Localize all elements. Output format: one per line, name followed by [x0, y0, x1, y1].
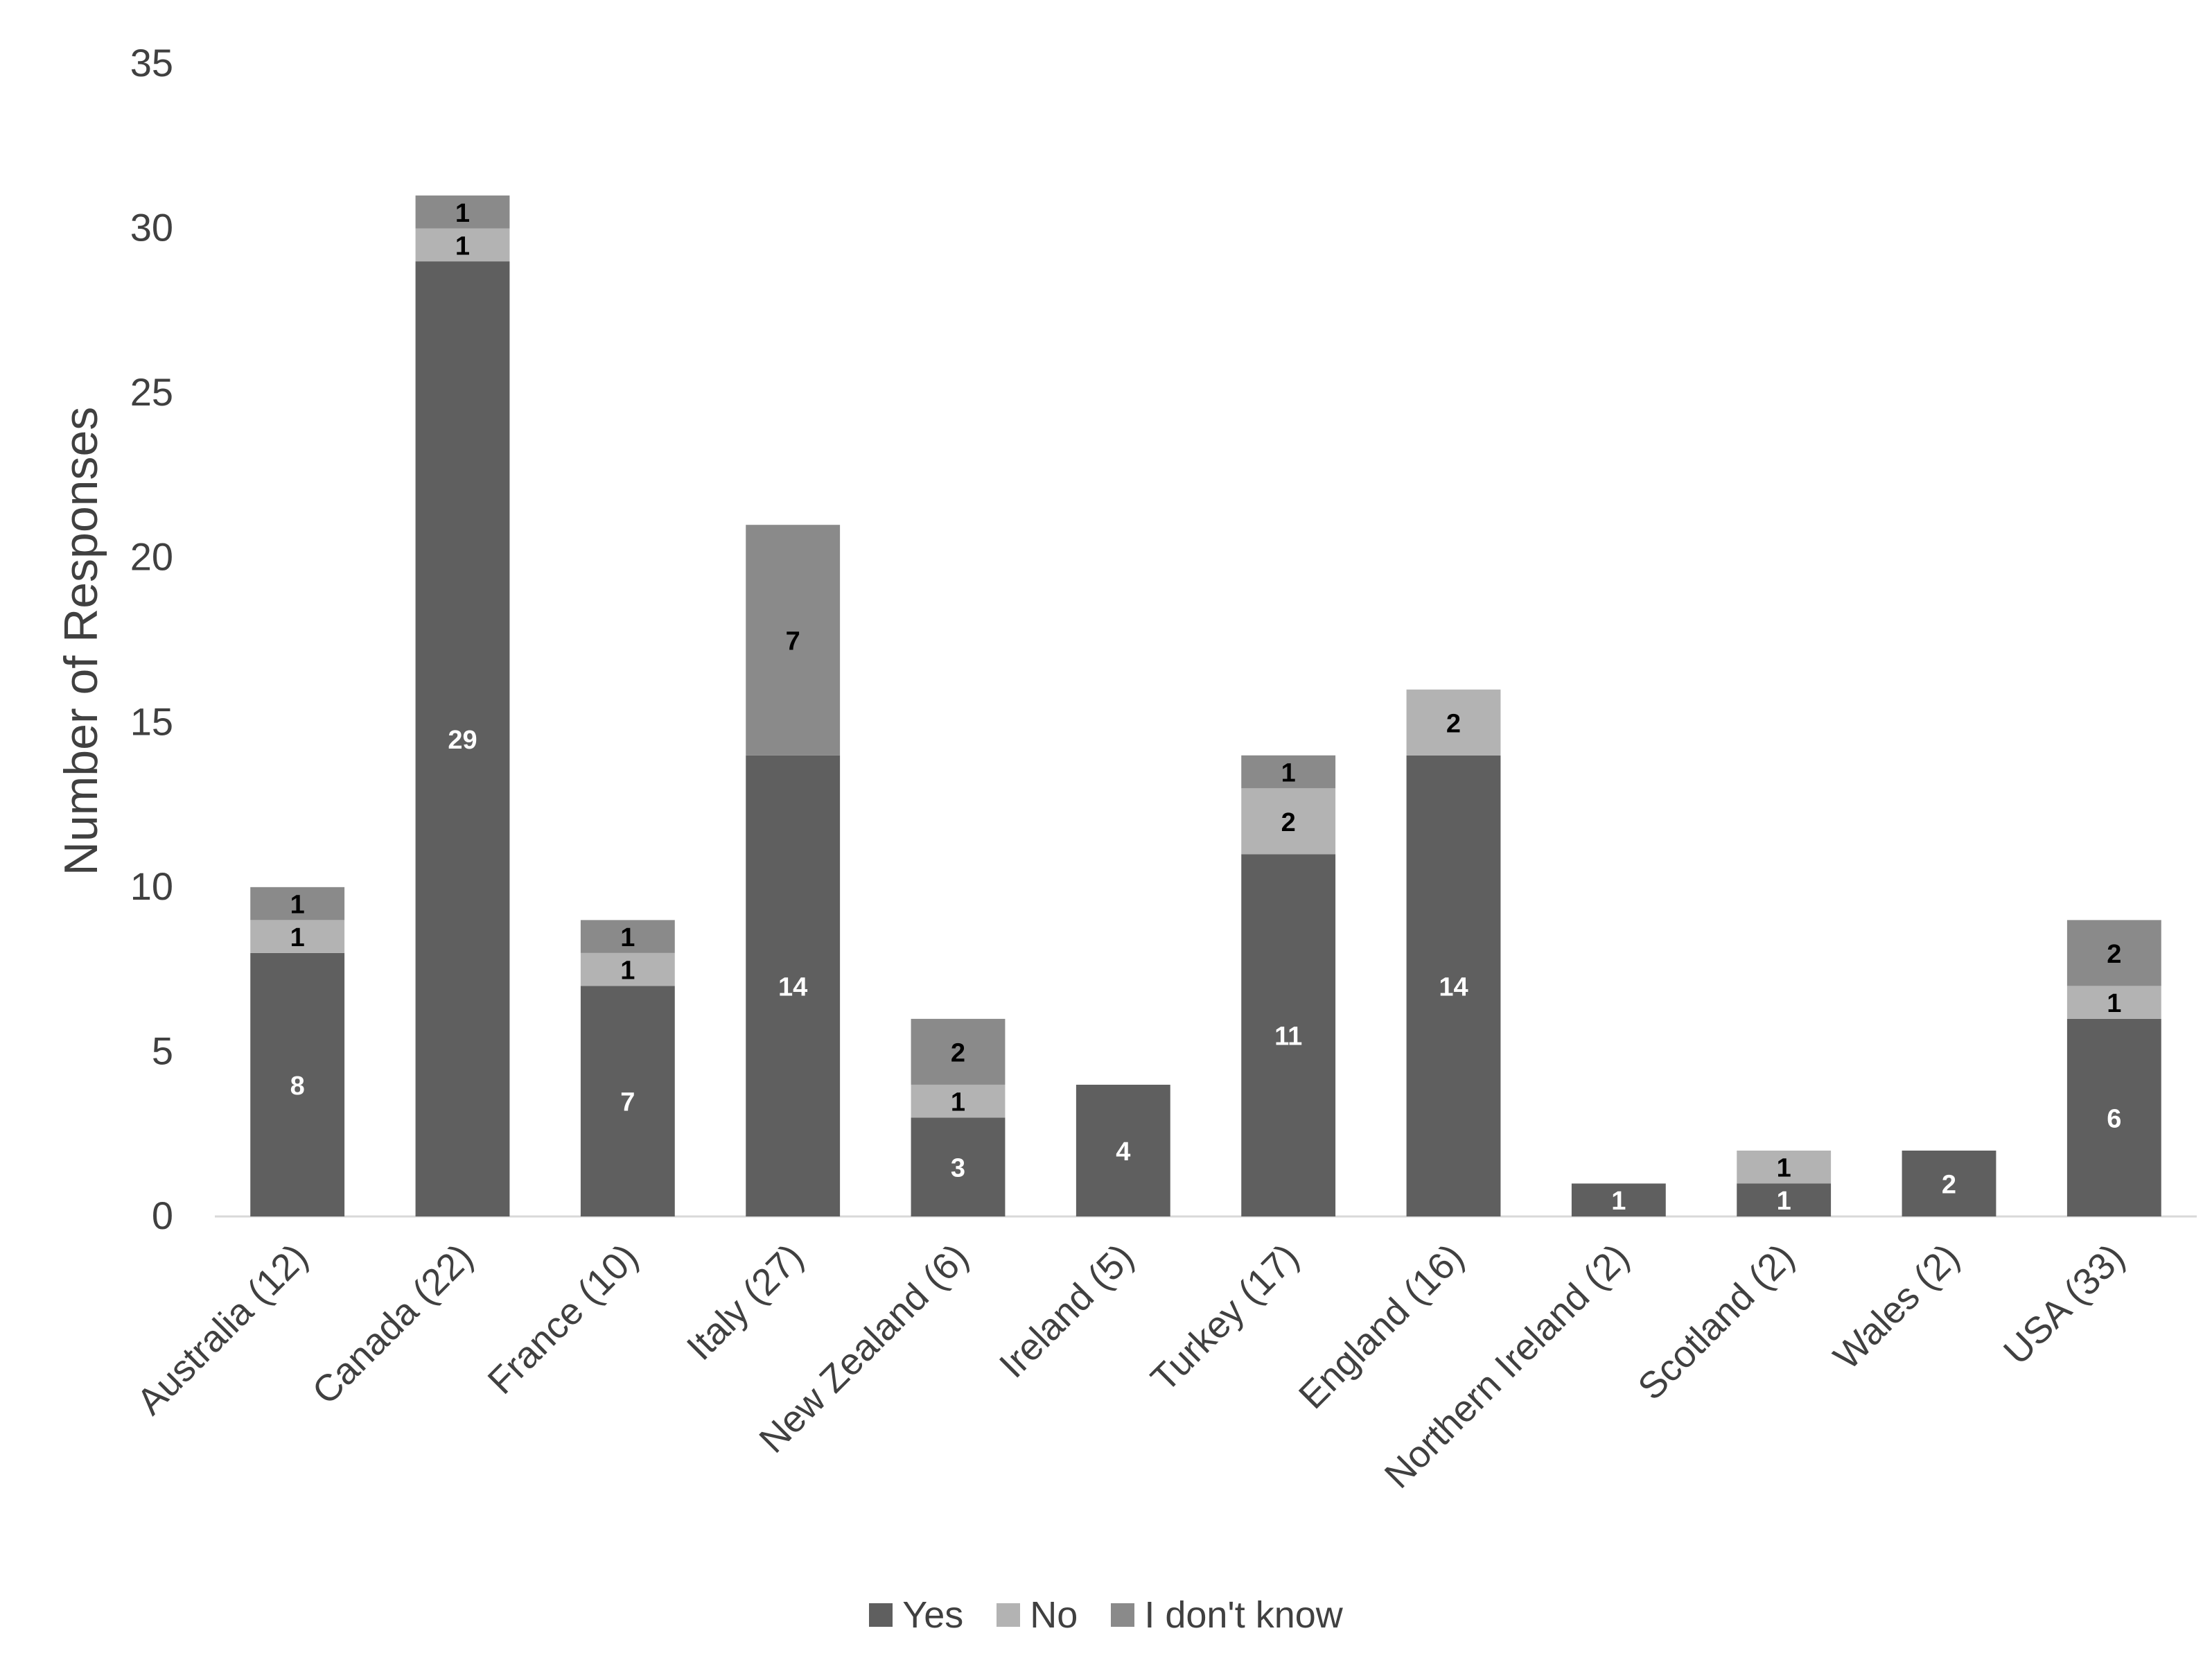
bar-stack: 4 — [1076, 1084, 1170, 1216]
bar-segment — [580, 986, 675, 1216]
legend-item: I don't know — [1111, 1594, 1343, 1637]
data-label: 7 — [620, 1088, 635, 1117]
y-axis-ticks: 0 5 10 15 20 25 30 35 — [130, 41, 173, 1237]
y-tick-label: 35 — [130, 41, 173, 85]
y-tick-label: 25 — [130, 370, 173, 414]
x-tick-label: Scotland (2) — [1630, 1236, 1802, 1408]
data-label: 2 — [2107, 940, 2121, 969]
data-label: 2 — [1942, 1170, 1956, 1199]
bar-stack: 14 7 — [746, 525, 841, 1216]
legend-label: I don't know — [1144, 1594, 1343, 1636]
data-label: 1 — [455, 232, 470, 261]
data-label: 1 — [1777, 1154, 1791, 1183]
data-label: 2 — [1281, 808, 1296, 837]
bar-segment — [746, 525, 841, 756]
y-tick-label: 0 — [152, 1194, 173, 1237]
bar-segment — [1406, 755, 1501, 1216]
data-label: 14 — [778, 972, 807, 1002]
x-axis-ticks: Australia (12)Canada (22)France (10) Ital… — [129, 1236, 2132, 1496]
data-label: 4 — [1116, 1137, 1130, 1167]
bar-segment — [1737, 1150, 1832, 1184]
data-label: 1 — [290, 923, 305, 952]
data-label: 6 — [2107, 1104, 2121, 1133]
bar-segment — [415, 228, 510, 262]
bar-segment — [1571, 1183, 1666, 1216]
bar-segment — [1902, 1150, 1996, 1216]
y-tick-label: 30 — [130, 206, 173, 250]
legend: Yes No I don't know — [0, 1587, 2212, 1643]
data-label: 1 — [290, 891, 305, 920]
data-label: 8 — [290, 1072, 305, 1101]
data-label: 1 — [455, 199, 470, 228]
bar-stack: 6 1 2 — [2066, 920, 2161, 1216]
bar-stack: 11 2 1 — [1241, 755, 1336, 1216]
y-tick-label: 10 — [130, 864, 173, 908]
bar-segment — [1241, 854, 1336, 1216]
bar-segment — [250, 887, 345, 920]
y-tick-label: 5 — [152, 1029, 173, 1072]
data-label: 2 — [1446, 709, 1461, 738]
bar-segment — [911, 1018, 1006, 1085]
data-label: 1 — [951, 1088, 965, 1117]
legend-swatch — [1111, 1603, 1135, 1627]
bar-segment — [2066, 920, 2161, 986]
data-label: 11 — [1274, 1022, 1302, 1051]
data-label: 2 — [951, 1038, 965, 1067]
data-label: 1 — [1777, 1187, 1791, 1216]
bar-stack: 7 1 1 — [580, 920, 675, 1216]
bar-segment — [580, 952, 675, 986]
x-tick-label: Ireland (5) — [992, 1236, 1141, 1386]
x-tick-label: Turkey (17) — [1143, 1236, 1306, 1399]
data-label: 1 — [1611, 1187, 1626, 1216]
legend-label: Yes — [902, 1594, 964, 1636]
x-tick-label: Wales (2) — [1826, 1236, 1967, 1377]
bar-segment — [1241, 788, 1336, 855]
bar-segment — [911, 1084, 1006, 1118]
data-label: 7 — [786, 627, 800, 656]
bar-stack: 3 1 2 — [911, 1018, 1006, 1216]
data-label: 1 — [620, 923, 635, 952]
bar-segment — [1406, 689, 1501, 756]
bar-stack: 11 — [1737, 1150, 1832, 1216]
data-label: 3 — [951, 1154, 965, 1183]
bar-segment — [2066, 1018, 2161, 1216]
legend-swatch — [997, 1603, 1021, 1627]
legend-item: No — [997, 1594, 1078, 1637]
bar-segment — [1076, 1084, 1170, 1216]
bar-segment — [2066, 986, 2161, 1019]
x-tick-label: England (16) — [1291, 1236, 1472, 1417]
y-axis-title: Number of Responses — [55, 407, 107, 876]
bar-segment — [415, 261, 510, 1217]
bar-stack: 8 1 1 — [250, 887, 345, 1216]
bar-segment — [1737, 1183, 1832, 1216]
legend-item: Yes — [869, 1594, 963, 1637]
bar-stack: 1 — [1571, 1183, 1666, 1216]
data-label: 1 — [1281, 759, 1296, 788]
bar-segment — [911, 1117, 1006, 1216]
legend-label: No — [1030, 1594, 1078, 1636]
bar-segment — [415, 195, 510, 229]
x-tick-label: Australia (12) — [129, 1236, 316, 1423]
x-tick-label: Canada (22) — [304, 1236, 481, 1413]
bar-stack: 29 1 1 — [415, 195, 510, 1217]
bar-stack: 14 2 — [1406, 689, 1501, 1216]
data-label: 1 — [2107, 989, 2121, 1018]
y-tick-label: 20 — [130, 535, 173, 579]
bar-segment — [250, 920, 345, 953]
y-tick-label: 15 — [130, 699, 173, 743]
bar-segment — [1241, 755, 1336, 789]
data-label: 1 — [620, 957, 635, 986]
bar-segment — [746, 755, 841, 1216]
legend-swatch — [869, 1603, 893, 1627]
bar-segment — [580, 920, 675, 953]
x-tick-label: Italy (27) — [679, 1236, 811, 1368]
bar-segment — [250, 952, 345, 1216]
data-label: 29 — [448, 726, 477, 755]
x-tick-label: USA (33) — [1996, 1236, 2132, 1372]
data-label: 14 — [1439, 972, 1468, 1002]
x-tick-label: France (10) — [480, 1236, 647, 1402]
bar-stack: 2 — [1902, 1150, 1996, 1216]
